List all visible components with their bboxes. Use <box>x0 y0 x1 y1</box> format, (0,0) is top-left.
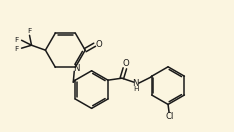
Text: Cl: Cl <box>166 112 174 121</box>
Text: O: O <box>122 59 129 68</box>
Text: F: F <box>15 37 19 43</box>
Text: F: F <box>15 46 19 52</box>
Text: H: H <box>133 86 139 92</box>
Text: O: O <box>95 40 102 49</box>
Text: N: N <box>73 64 80 73</box>
Text: F: F <box>27 28 32 34</box>
Text: N: N <box>132 79 139 88</box>
